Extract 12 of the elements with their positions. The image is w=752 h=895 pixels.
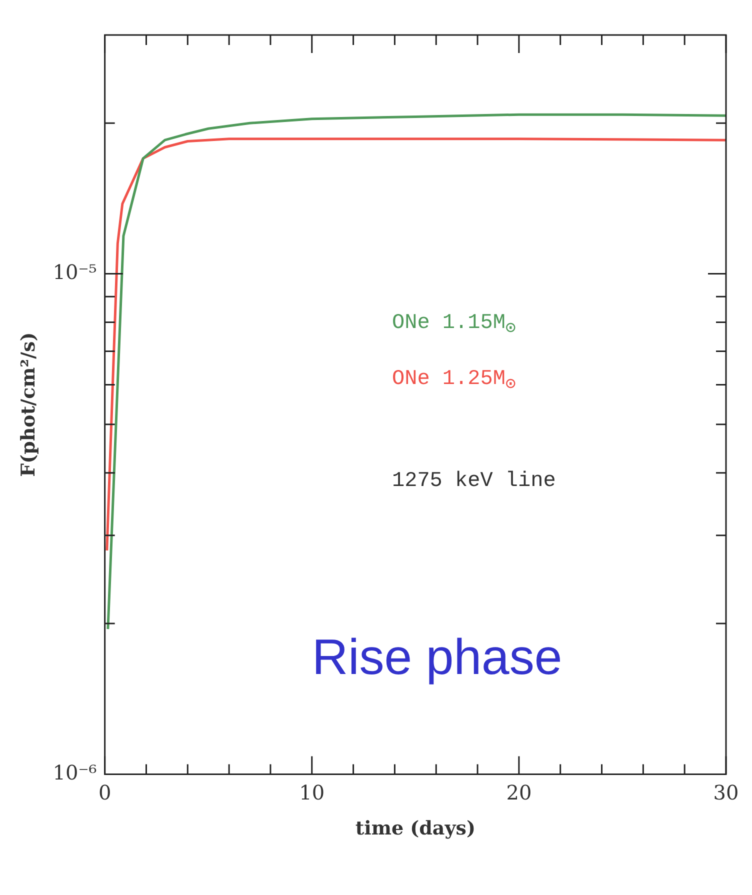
annotation: Rise phase bbox=[312, 628, 562, 686]
x-axis-title: time (days) bbox=[355, 818, 476, 840]
x-tick-label: 30 bbox=[713, 780, 739, 804]
text: ONe 1.25M$_{⊙}$ bbox=[392, 368, 516, 396]
y-tick-label: 10⁻⁵ bbox=[52, 260, 97, 284]
y-tick-label: 10⁻⁶ bbox=[52, 760, 97, 784]
y-axis-title: F(phot/cm²/s) bbox=[17, 332, 40, 477]
x-tick-label: 0 bbox=[98, 780, 112, 804]
annotation: 1275 keV line bbox=[392, 470, 556, 493]
text: ONe 1.15M$_{⊙}$ bbox=[392, 312, 516, 340]
x-tick-label: 20 bbox=[506, 780, 532, 804]
x-tick-label: 10 bbox=[299, 780, 325, 804]
